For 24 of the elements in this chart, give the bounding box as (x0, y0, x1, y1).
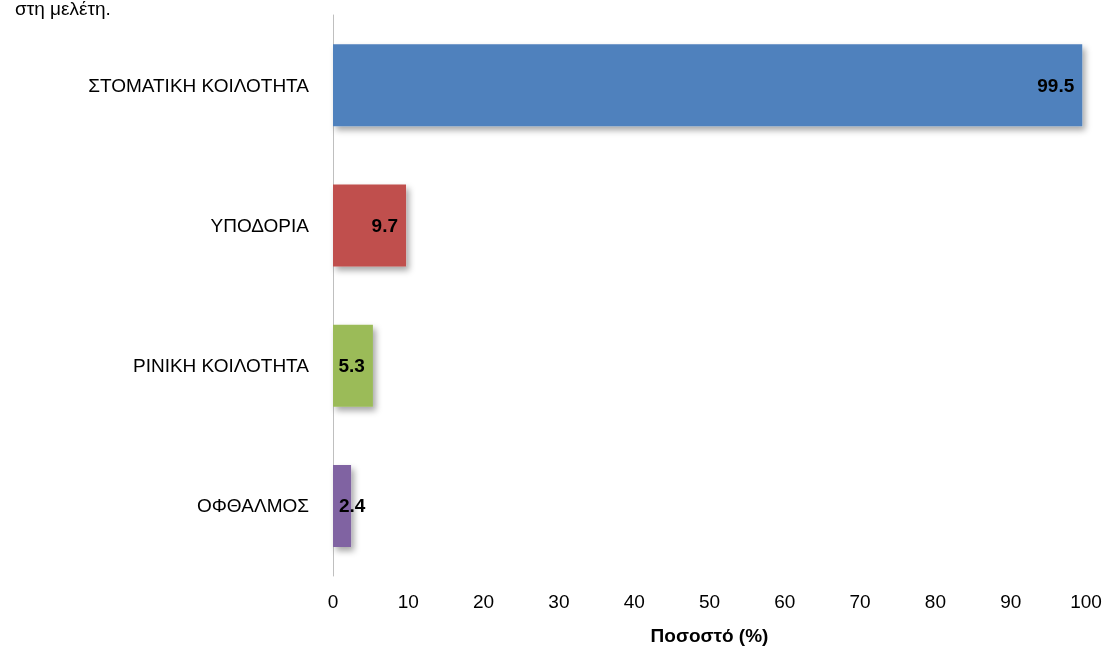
text: στη μελέτη. (15, 0, 111, 19)
x-tick-label: 30 (548, 591, 570, 612)
y-tick-label: ΣΤΟΜΑΤΙΚΗ ΚΟΙΛΟΤΗΤΑ (88, 74, 310, 96)
data-label: 9.7 (371, 214, 399, 236)
x-tick-label: 0 (327, 591, 339, 612)
x-tick-label: 80 (924, 591, 946, 612)
bar (333, 324, 373, 407)
x-tick-label: 50 (698, 591, 721, 612)
bar (333, 184, 407, 267)
bar (333, 44, 1083, 127)
x-axis-title: Ποσοστό (%) (650, 625, 769, 646)
x-tick-label: 10 (397, 591, 419, 612)
y-tick-label: ΡΙΝΙΚΗ ΚΟΙΛΟΤΗΤΑ (132, 355, 310, 377)
x-tick-label: 70 (849, 591, 871, 612)
x-tick-label: 60 (774, 591, 796, 612)
x-tick-label: 20 (473, 591, 495, 612)
data-label: 2.4 (339, 495, 366, 517)
data-label: 5.3 (338, 355, 365, 377)
x-tick-label: 40 (623, 591, 645, 612)
x-tick-label: 90 (1000, 591, 1022, 612)
y-tick-label: ΥΠΟΔΟΡΙΑ (210, 214, 310, 236)
y-tick-label: ΟΦΘΑΛΜΟΣ (196, 495, 309, 517)
data-label: 99.5 (1037, 74, 1075, 96)
x-tick-label: 100 (1070, 591, 1102, 612)
